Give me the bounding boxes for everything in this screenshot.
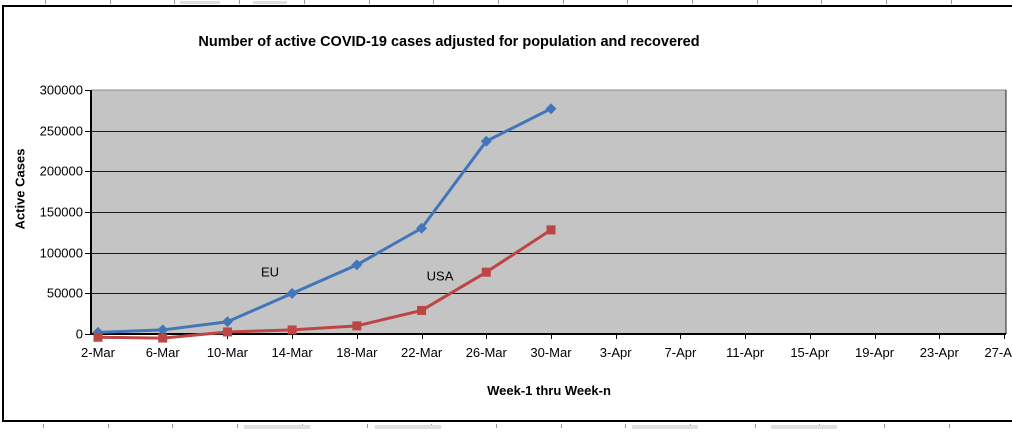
chart-title: Number of active COVID-19 cases adjusted…: [198, 34, 700, 50]
series-label-usa: USA: [426, 268, 454, 284]
sheet-gridline-tick: [951, 0, 952, 4]
sheet-cell-smudge: [244, 425, 310, 429]
sheet-gridline-tick: [625, 424, 626, 428]
x-tick-label: 23-Apr: [919, 345, 959, 360]
y-tick-label: 150000: [39, 204, 83, 220]
sheet-gridline-tick: [627, 0, 628, 4]
sheet-gridline-tick: [821, 0, 822, 4]
sheet-gridline-tick: [237, 424, 238, 428]
y-tick-label: 250000: [39, 123, 83, 139]
sheet-gridline-tick: [884, 424, 885, 428]
sheet-gridline-tick: [886, 0, 887, 4]
x-tick-label: 2-Mar: [81, 345, 115, 360]
sheet-gridline-tick: [110, 0, 111, 4]
sheet-cell-smudge: [180, 1, 220, 4]
x-tick-label: 26-Mar: [465, 345, 507, 360]
sheet-cell-smudge: [253, 1, 287, 4]
x-tick-label: 7-Apr: [664, 345, 697, 360]
sheet-gridline-tick: [433, 0, 434, 4]
sheet-gridline-tick: [172, 424, 173, 428]
sheet-gridline-tick: [108, 424, 109, 428]
x-tick-label: 10-Mar: [206, 345, 249, 360]
sheet-gridline-tick: [45, 0, 46, 4]
sheet-cell-smudge: [771, 425, 837, 429]
x-tick-label: 18-Mar: [336, 345, 378, 360]
x-tick-label: 15-Apr: [790, 345, 830, 360]
sheet-gridline-tick: [496, 424, 497, 428]
sheet-gridline-tick: [563, 0, 564, 4]
sheet-gridline-tick: [367, 424, 368, 428]
x-tick-label: 19-Apr: [855, 345, 895, 360]
x-tick-label: 3-Apr: [599, 345, 632, 360]
sheet-gridline-tick: [561, 424, 562, 428]
y-tick-label: 100000: [39, 245, 83, 261]
sheet-gridline-tick: [174, 0, 175, 4]
plot-area: [91, 90, 1006, 334]
x-tick-label: 11-Apr: [726, 345, 765, 360]
sheet-gridline-tick: [757, 0, 758, 4]
sheet-cell-smudge: [632, 425, 698, 429]
sheet-gridline-tick: [949, 424, 950, 428]
sheet-gridline-tick: [498, 0, 499, 4]
x-tick-label: 27-Apr: [984, 345, 1012, 360]
y-tick-label: 50000: [46, 285, 83, 301]
sheet-gridline-tick: [304, 0, 305, 4]
x-tick-label: 14-Mar: [271, 345, 313, 360]
sheet-gridline-tick: [43, 424, 44, 428]
x-tick-label: 22-Mar: [400, 345, 443, 360]
y-tick-label: 0: [75, 326, 83, 342]
x-axis-title: Week-1 thru Week-n: [487, 383, 611, 398]
sheet-gridline-tick: [369, 0, 370, 4]
sheet-gridline-tick: [239, 0, 240, 4]
sheet-gridline-tick: [692, 0, 693, 4]
x-tick-label: 30-Mar: [530, 345, 572, 360]
series-label-eu: EU: [260, 264, 280, 280]
sheet-cell-smudge: [375, 425, 441, 429]
y-tick-label: 300000: [39, 82, 83, 98]
sheet-gridline-tick: [755, 424, 756, 428]
y-tick-label: 200000: [39, 163, 83, 179]
x-tick-label: 6-Mar: [145, 345, 180, 360]
